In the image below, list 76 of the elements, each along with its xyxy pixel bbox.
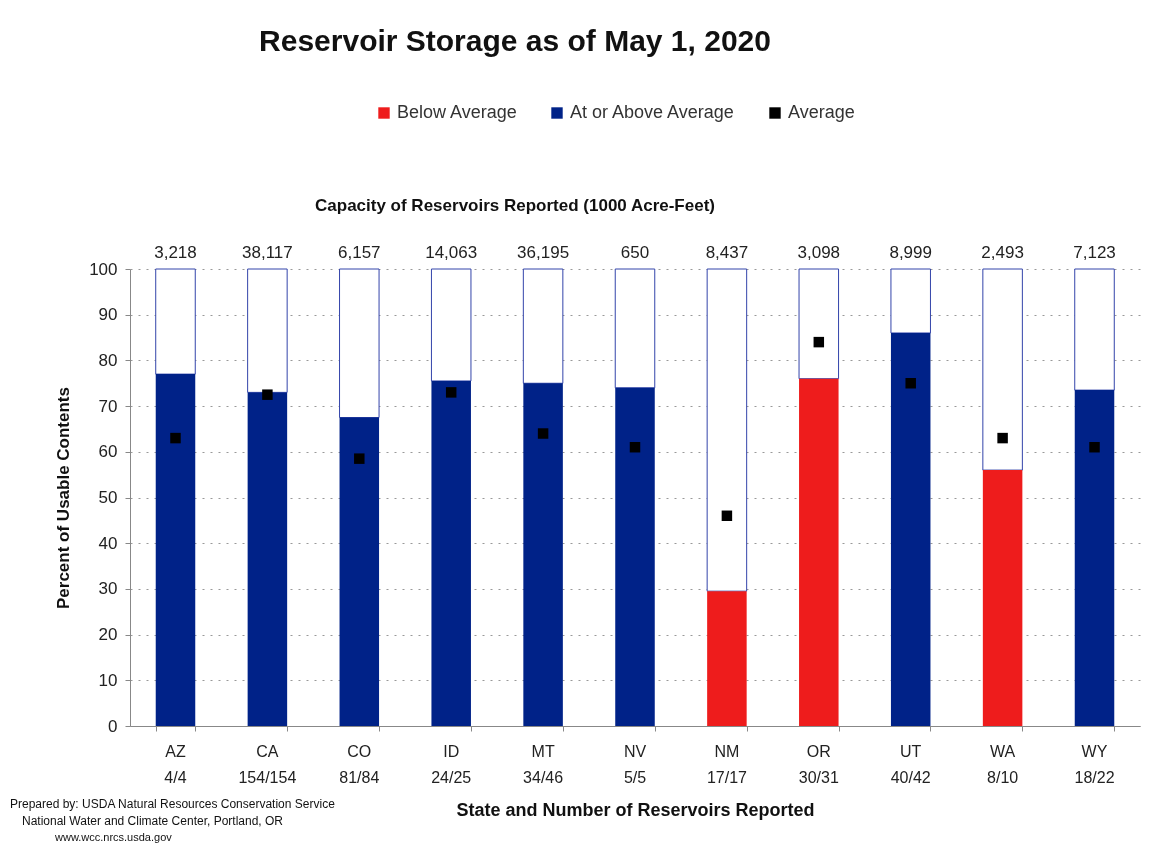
x-tick-label: MT 34/46 (523, 743, 564, 786)
y-tick-label: 10 (98, 670, 118, 690)
x-tick-label: OR 30/31 (798, 743, 839, 786)
y-tick-label: 60 (98, 442, 118, 462)
annotation: 6,157 (338, 243, 381, 262)
y-tick-label: 40 (98, 533, 118, 553)
y-tick-label: 30 (98, 579, 118, 599)
y-tick-label: 100 (89, 259, 118, 279)
bar (155, 374, 196, 726)
annotation: 2,493 (981, 243, 1024, 262)
x-tick-label: ID 24/25 (431, 743, 472, 786)
legend-label: Below Average (397, 102, 517, 122)
point (813, 336, 825, 348)
text: National Water and Climate Center, Portland, OR (22, 814, 284, 828)
bar (431, 380, 471, 726)
x-tick-label: AZ 4/4 (164, 743, 187, 786)
point (1089, 441, 1100, 453)
bar (890, 268, 931, 334)
x-tick-label: CO 81/84 (339, 743, 380, 786)
point (354, 453, 365, 464)
point (629, 441, 641, 453)
bar (1074, 390, 1115, 726)
bar (247, 392, 288, 726)
annotation: 3,218 (154, 243, 197, 262)
annotation: 36,195 (517, 243, 570, 262)
annotation: 38,117 (242, 243, 293, 262)
bar (799, 378, 839, 726)
bar (798, 268, 840, 380)
point (445, 387, 457, 398)
bar (707, 591, 747, 726)
annotation: 8,999 (889, 243, 932, 262)
x-tick-label: WY 18/22 (1074, 743, 1115, 786)
annotation: 14,063 (425, 243, 478, 262)
text: www.wcc.nrcs.usda.gov (54, 831, 173, 843)
y-tick-label: 0 (108, 716, 118, 736)
point (721, 510, 733, 522)
bar (523, 383, 563, 726)
point (997, 432, 1008, 444)
bar (339, 268, 380, 419)
bar (982, 470, 1023, 726)
bar (247, 268, 288, 393)
bar (339, 417, 380, 726)
x-axis-title: State and Number of Reservoirs Reported (456, 800, 815, 820)
bar (614, 268, 656, 389)
point (905, 378, 916, 389)
bar (982, 268, 1023, 471)
legend-label: Average (788, 102, 855, 122)
y-tick-label: 90 (98, 305, 118, 325)
text: Prepared by: USDA Natural Resources Conservation Service (10, 797, 336, 811)
bar (430, 268, 472, 382)
y-tick-label: 70 (98, 396, 118, 416)
bar (615, 387, 655, 726)
x-tick-label: UT 40/42 (890, 743, 931, 786)
annotation: 7,123 (1073, 243, 1116, 262)
x-tick-label: NV 5/5 (623, 743, 647, 786)
bar (522, 268, 564, 384)
point (537, 428, 549, 439)
bar (706, 268, 748, 592)
x-tick-label: CA 154/154 (238, 743, 297, 786)
x-tick-label: WA 8/10 (987, 743, 1019, 786)
annotation: 8,437 (705, 243, 749, 262)
annotation: 3,098 (797, 243, 841, 262)
bar (890, 332, 931, 726)
point (170, 432, 181, 444)
text: Capacity of Reservoirs Reported (1000 Acre-Feet) (315, 196, 715, 215)
y-tick-label: 80 (98, 350, 118, 370)
bar (155, 268, 196, 375)
legend-label: At or Above Average (570, 102, 734, 122)
chart-title: Reservoir Storage as of May 1, 2020 (259, 24, 771, 57)
y-axis-title: Percent of Usable Contents (54, 387, 74, 609)
x-tick-label: NM 17/17 (706, 743, 748, 786)
annotation: 650 (620, 243, 650, 262)
point (262, 389, 273, 400)
y-tick-label: 20 (98, 625, 118, 645)
y-tick-label: 50 (98, 488, 118, 507)
bar (1074, 268, 1115, 391)
